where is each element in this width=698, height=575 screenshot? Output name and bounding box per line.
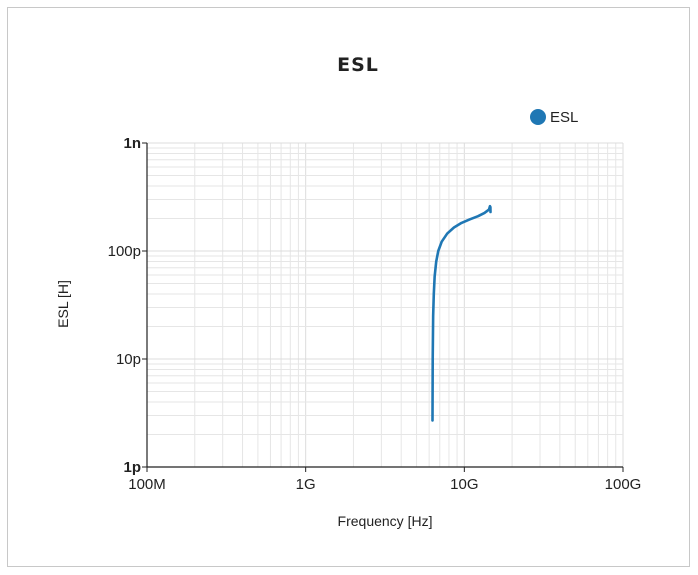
- chart-frame: [7, 7, 690, 567]
- chart-title: ESL: [337, 54, 379, 76]
- series: [431, 204, 492, 422]
- legend-label-esl: ESL: [550, 109, 578, 126]
- y-axis-label: ESL [H]: [55, 280, 71, 328]
- y-tick-label: 100p: [108, 243, 141, 260]
- x-tick-label: 1G: [296, 476, 316, 493]
- grid: [146, 142, 624, 468]
- y-tick-label: 1p: [123, 459, 141, 476]
- legend[interactable]: ESL: [530, 109, 578, 126]
- tick-labels: 100M 1G 10G 100G 1p 10p 100p 1n: [108, 135, 642, 493]
- legend-marker-esl: [530, 109, 546, 125]
- series-line-esl: [431, 204, 492, 422]
- x-tick-label: 100G: [605, 476, 642, 493]
- x-tick-label: 100M: [128, 476, 166, 493]
- x-tick-label: 10G: [450, 476, 478, 493]
- y-tick-label: 1n: [123, 135, 141, 152]
- axes: [146, 143, 623, 468]
- x-axis-label: Frequency [Hz]: [338, 513, 433, 529]
- y-tick-label: 10p: [116, 351, 141, 368]
